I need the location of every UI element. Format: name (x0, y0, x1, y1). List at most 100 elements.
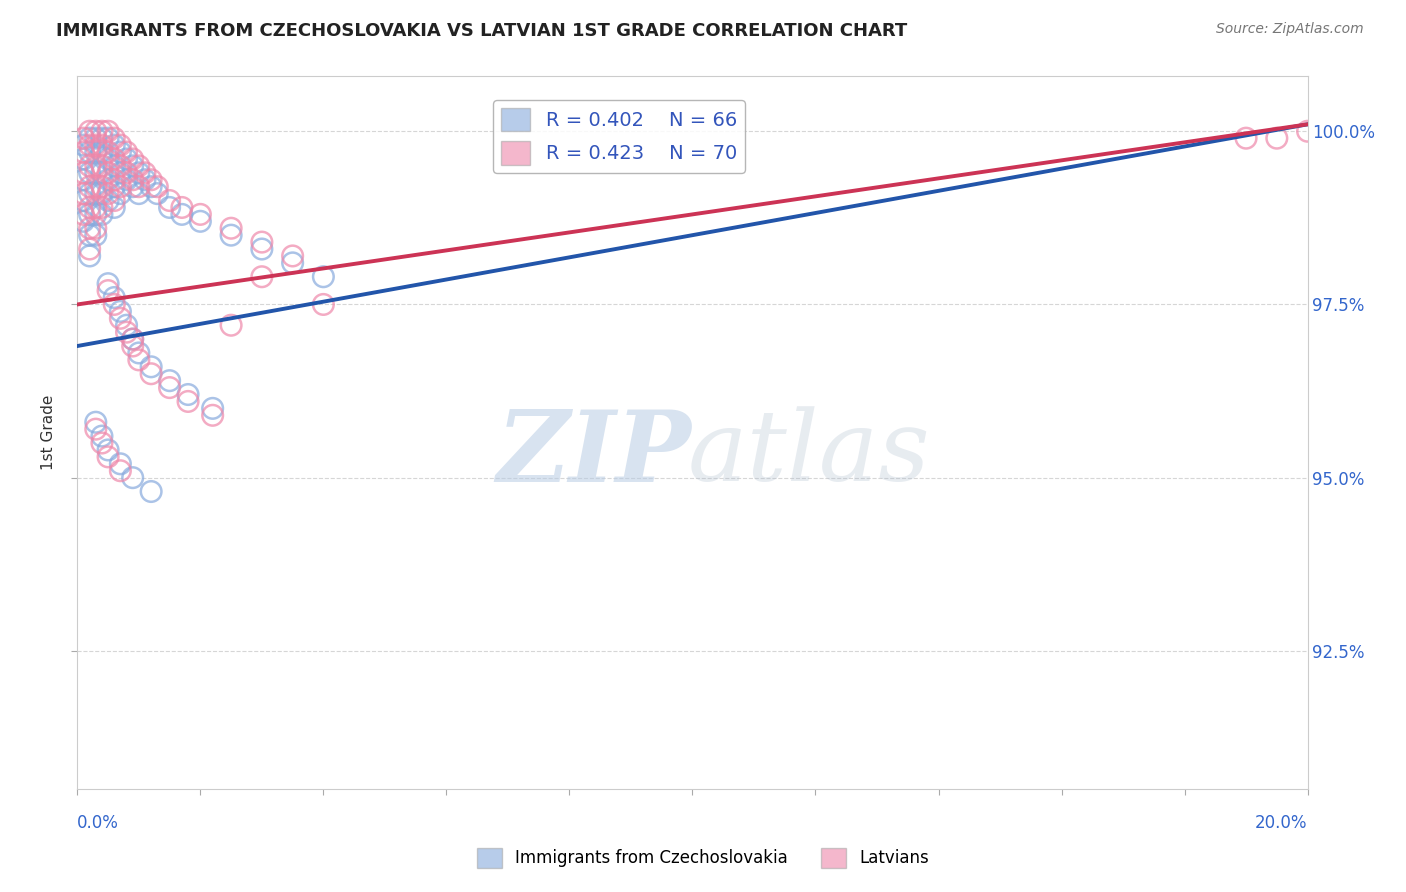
Point (141, 367, 163, 381)
Point (121, 159, 143, 173)
Point (90, 207, 114, 221)
Point (79, 201, 101, 215)
Point (134, 166, 156, 180)
Point (79, 138, 101, 153)
Point (72, 152, 94, 166)
Point (84, 422, 107, 436)
Point (79, 179, 101, 194)
Point (79, 166, 101, 180)
Point (79, 249, 101, 263)
Point (72, 207, 94, 221)
Point (72, 214, 94, 228)
Point (141, 359, 163, 374)
Point (115, 325, 138, 339)
Point (110, 166, 132, 180)
Point (110, 464, 132, 478)
Text: ZIP: ZIP (496, 406, 692, 502)
Point (128, 186, 150, 201)
Point (177, 387, 200, 401)
Point (90, 179, 114, 194)
Point (84, 138, 107, 153)
Point (110, 311, 132, 326)
Point (97, 442, 120, 457)
Point (128, 166, 150, 180)
Point (90, 436, 114, 450)
Point (312, 269, 335, 284)
Point (97, 124, 120, 138)
Point (121, 470, 143, 484)
Point (121, 179, 143, 194)
Point (84, 201, 107, 215)
Point (110, 304, 132, 318)
Point (90, 166, 114, 180)
Point (84, 131, 107, 145)
Point (110, 159, 132, 173)
Point (312, 297, 335, 311)
Point (121, 332, 143, 346)
Point (79, 221, 101, 235)
Point (103, 173, 125, 187)
Point (250, 242, 273, 256)
Point (115, 173, 138, 187)
Point (72, 186, 94, 201)
Point (103, 297, 125, 311)
Point (141, 173, 163, 187)
Point (1234, 131, 1257, 145)
Point (128, 159, 150, 173)
Point (79, 242, 101, 256)
Point (219, 228, 242, 243)
Point (84, 124, 107, 138)
Point (97, 450, 120, 464)
Point (115, 166, 138, 180)
Text: IMMIGRANTS FROM CZECHOSLOVAKIA VS LATVIAN 1ST GRADE CORRELATION CHART: IMMIGRANTS FROM CZECHOSLOVAKIA VS LATVIA… (56, 22, 907, 40)
Text: atlas: atlas (688, 407, 931, 501)
Point (121, 332, 143, 346)
Point (97, 131, 120, 145)
Point (121, 152, 143, 166)
Point (121, 173, 143, 187)
Point (159, 194, 181, 208)
Point (90, 145, 114, 159)
Point (79, 159, 101, 173)
Point (84, 228, 107, 243)
Point (159, 201, 181, 215)
Point (90, 138, 114, 153)
Point (72, 166, 94, 180)
Y-axis label: 1st Grade: 1st Grade (41, 395, 56, 470)
Point (250, 235, 273, 249)
Point (188, 214, 212, 228)
Point (103, 194, 125, 208)
Point (84, 415, 107, 429)
Point (115, 152, 138, 166)
Point (146, 186, 169, 201)
Point (219, 221, 242, 235)
Point (79, 207, 101, 221)
Text: 20.0%: 20.0% (1256, 814, 1308, 831)
Point (103, 138, 125, 153)
Point (97, 145, 120, 159)
Point (84, 221, 107, 235)
Point (177, 394, 200, 409)
Point (84, 159, 107, 173)
Point (103, 291, 125, 305)
Point (134, 173, 156, 187)
Point (97, 194, 120, 208)
Point (97, 277, 120, 291)
Point (1265, 131, 1288, 145)
Point (103, 179, 125, 194)
Point (115, 145, 138, 159)
Point (84, 207, 107, 221)
Point (110, 186, 132, 201)
Point (115, 318, 138, 333)
Point (1296, 124, 1319, 138)
Point (79, 131, 101, 145)
Point (97, 284, 120, 298)
Point (90, 201, 114, 215)
Text: Source: ZipAtlas.com: Source: ZipAtlas.com (1216, 22, 1364, 37)
Point (110, 145, 132, 159)
Point (97, 166, 120, 180)
Point (97, 173, 120, 187)
Point (72, 131, 94, 145)
Point (84, 166, 107, 180)
Point (90, 131, 114, 145)
